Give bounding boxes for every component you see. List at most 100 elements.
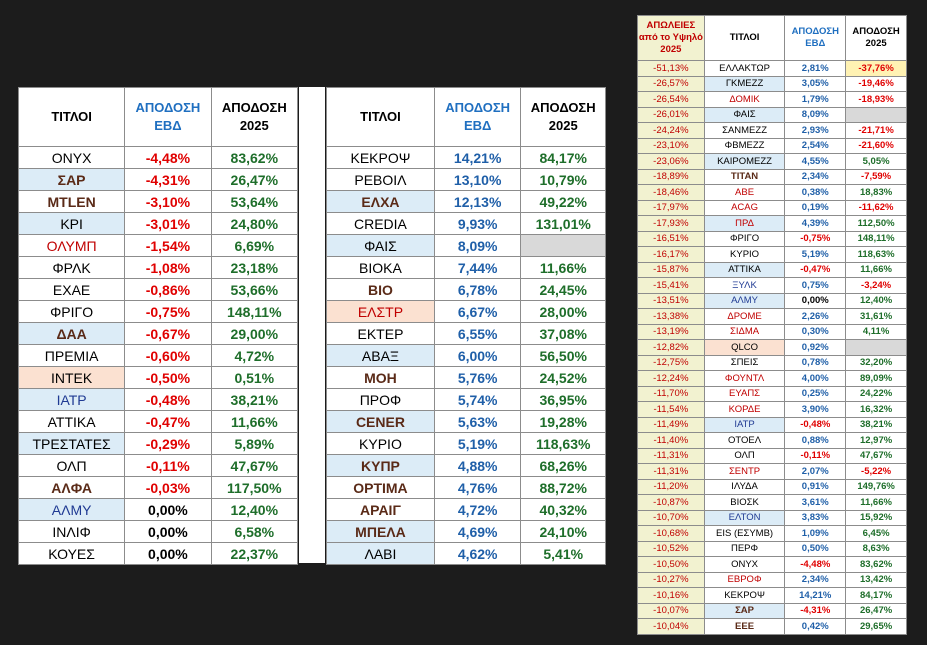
ytd-return-value: 148,11% [210, 300, 299, 323]
table-row: ΕΛΣΤΡ 6,67% 28,00% [326, 300, 606, 323]
weekly-return-value: -4,48% [784, 556, 847, 573]
table-row: ΣΑΡ -4,31% 26,47% [17, 168, 299, 191]
ytd-return-value: 24,10% [520, 520, 606, 543]
weekly-return-value: 0,92% [784, 339, 847, 356]
ticker-name: ΜΤLΕΝ [17, 190, 126, 213]
ticker-name: ΦΡΙΓΟ [17, 300, 126, 323]
ytd-return-value: 49,22% [520, 190, 606, 213]
ytd-return-value: 6,69% [210, 234, 299, 257]
weekly-return-value: -0,47% [124, 410, 212, 433]
table-row: -10,52% ΠΕΡΦ 0,50% 8,63% [637, 540, 907, 557]
loss-from-high-value: -12,75% [637, 354, 705, 371]
ytd-return-value: 12,40% [210, 498, 299, 521]
weekly-return-value: 2,07% [784, 463, 847, 480]
loss-from-high-value: -10,52% [637, 540, 705, 557]
weekly-return-value: 4,69% [433, 520, 522, 543]
ticker-name: ΚΥΠΡ [326, 454, 435, 477]
weekly-return-value: 3,83% [784, 509, 847, 526]
ticker-name: ΒΙΟΣΚ [703, 494, 786, 511]
ytd-return-value: 84,17% [520, 146, 606, 169]
table-row: ΦΡΛΚ -1,08% 23,18% [17, 256, 299, 279]
weekly-return-value: 5,76% [433, 366, 522, 389]
weekly-return-value: 0,91% [784, 478, 847, 495]
ticker-name: ΟΤΟΕΛ [703, 432, 786, 449]
weekly-return-value: 8,09% [784, 106, 847, 123]
ticker-name: ΚΕΚΡΟΨ [326, 146, 435, 169]
left-returns-table: ΤΙΤΛΟΙ ΑΠΟΔΟΣΗ ΕΒΔ ΑΠΟΔΟΣΗ 2025 ΟΝΥΧ -4,4… [17, 87, 299, 565]
table-row: ΟΛΥΜΠ -1,54% 6,69% [17, 234, 299, 257]
table-row: ΦΡΙΓΟ -0,75% 148,11% [17, 300, 299, 323]
table-row: -11,20% ΙΛΥΔΑ 0,91% 149,76% [637, 478, 907, 495]
weekly-return-value: 0,00% [124, 498, 212, 521]
table-row: ΜΠΕΛΑ 4,69% 24,10% [326, 520, 606, 543]
table-row: -18,89% ΤΙΤΑΝ 2,34% -7,59% [637, 168, 907, 185]
ytd-return-value: 24,22% [845, 385, 907, 402]
ytd-return-value: -3,24% [845, 277, 907, 294]
table-header-row: ΤΙΤΛΟΙ ΑΠΟΔΟΣΗ ΕΒΔ ΑΠΟΔΟΣΗ 2025 [17, 87, 299, 147]
ytd-return-value: 18,83% [845, 184, 907, 201]
weekly-return-value: 2,81% [784, 60, 847, 77]
ytd-return-value: 112,50% [845, 215, 907, 232]
ytd-return-value: 47,67% [845, 447, 907, 464]
table-row: ΙΑΤΡ -0,48% 38,21% [17, 388, 299, 411]
weekly-return-value: 5,63% [433, 410, 522, 433]
header-weekly-return: ΑΠΟΔΟΣΗ ΕΒΔ [124, 87, 212, 147]
ytd-return-value: -37,76% [845, 60, 907, 77]
table-row: ΚΟΥΕΣ 0,00% 22,37% [17, 542, 299, 565]
ytd-return-value: 6,45% [845, 525, 907, 542]
ticker-name: ΦΑΙΣ [703, 106, 786, 123]
ticker-name: ΔΡΟΜΕ [703, 308, 786, 325]
ytd-return-value: 118,63% [845, 246, 907, 263]
weekly-return-value: 3,61% [784, 494, 847, 511]
weekly-return-value: 14,21% [433, 146, 522, 169]
weekly-return-value: 2,34% [784, 571, 847, 588]
table-header-row: ΑΠΩΛΕΙΕΣ από το Υψηλό 2025 ΤΙΤΛΟΙ ΑΠΟΔΟΣ… [637, 15, 907, 61]
header-weekly-return: ΑΠΟΔΟΣΗ ΕΒΔ [784, 15, 847, 61]
ytd-return-value: 16,32% [845, 401, 907, 418]
table-row: -10,07% ΣΑΡ -4,31% 26,47% [637, 602, 907, 619]
weekly-return-value: -0,11% [124, 454, 212, 477]
loss-from-high-value: -18,89% [637, 168, 705, 185]
table-row: -26,57% ΓΚΜΕΖΖ 3,05% -19,46% [637, 75, 907, 92]
ticker-name: ΠΡΟΦ [326, 388, 435, 411]
loss-from-high-value: -12,82% [637, 339, 705, 356]
ticker-name: ΤΡΕΣΤΑΤΕΣ [17, 432, 126, 455]
weekly-return-value: 3,90% [784, 401, 847, 418]
table-row: ΑΤΤΙΚΑ -0,47% 11,66% [17, 410, 299, 433]
ticker-name: ΕΚΤΕΡ [326, 322, 435, 345]
weekly-return-value: 4,88% [433, 454, 522, 477]
ticker-name: ΚΡΙ [17, 212, 126, 235]
table-gap-divider [299, 87, 325, 563]
ticker-name: ΟΝΥΧ [703, 556, 786, 573]
table-row: -11,31% ΟΛΠ -0,11% 47,67% [637, 447, 907, 464]
table-row: ΙΝΛΙΦ 0,00% 6,58% [17, 520, 299, 543]
ticker-name: ΟΛΥΜΠ [17, 234, 126, 257]
ticker-name: ΦΡΛΚ [17, 256, 126, 279]
weekly-return-value: 2,54% [784, 137, 847, 154]
weekly-return-value: 0,19% [784, 199, 847, 216]
table-row: -23,10% ΦΒΜΕΖΖ 2,54% -21,60% [637, 137, 907, 154]
loss-from-high-value: -26,01% [637, 106, 705, 123]
table-row: ΕΚΤΕΡ 6,55% 37,08% [326, 322, 606, 345]
table-row: -16,51% ΦΡΙΓΟ -0,75% 148,11% [637, 230, 907, 247]
loss-from-high-value: -26,54% [637, 91, 705, 108]
ticker-name: ΣΑΝΜΕΖΖ [703, 122, 786, 139]
ticker-name: ΑΡΑΙΓ [326, 498, 435, 521]
table-row: ΠΡΕΜΙΑ -0,60% 4,72% [17, 344, 299, 367]
table-row: ΜΤLΕΝ -3,10% 53,64% [17, 190, 299, 213]
loss-from-high-value: -10,50% [637, 556, 705, 573]
ticker-name: ΛΑΒΙ [326, 542, 435, 565]
ytd-return-value: 24,45% [520, 278, 606, 301]
weekly-return-value: -0,47% [784, 261, 847, 278]
loss-from-high-value: -13,19% [637, 323, 705, 340]
weekly-return-value: 0,42% [784, 618, 847, 635]
weekly-return-value: 0,75% [784, 277, 847, 294]
ytd-return-value: 5,41% [520, 542, 606, 565]
loss-from-high-value: -11,49% [637, 416, 705, 433]
ytd-return-value: 53,64% [210, 190, 299, 213]
ytd-return-value: 37,08% [520, 322, 606, 345]
weekly-return-value: -0,11% [784, 447, 847, 464]
table-row: ΟΝΥΧ -4,48% 83,62% [17, 146, 299, 169]
ticker-name: ΣΕΝΤΡ [703, 463, 786, 480]
ticker-name: ΟΝΥΧ [17, 146, 126, 169]
